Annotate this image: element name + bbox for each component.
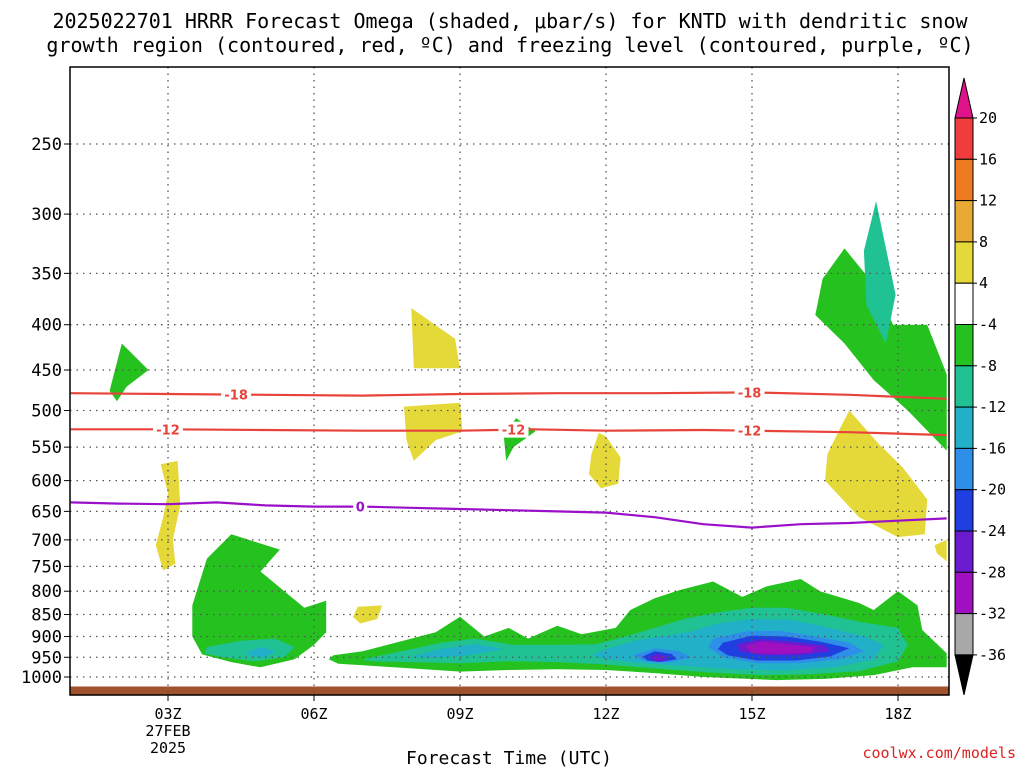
surface-ground (70, 686, 949, 695)
colorbar-label: 16 (979, 150, 997, 168)
y-tick-label: 600 (31, 472, 62, 492)
x-tick-label: 09Z (446, 705, 473, 723)
x-tick-label: 12Z (592, 705, 619, 723)
colorbar-label: 20 (979, 109, 997, 127)
credit-text: coolwx.com/models (862, 744, 1016, 762)
colorbar-label: -20 (979, 481, 1006, 499)
x-tick-label: 18Z (884, 705, 911, 723)
colorbar-band (954, 489, 974, 532)
x-tick-label: 15Z (738, 705, 765, 723)
colorbar-label: 12 (979, 192, 997, 210)
grid-lines (70, 67, 949, 695)
omega-region (245, 647, 276, 658)
colorbar-label: -24 (979, 522, 1006, 540)
y-tick-label: 1000 (21, 668, 62, 688)
y-tick-label: 550 (31, 438, 62, 458)
title-line-1: 2025022701 HRRR Forecast Omega (shaded, … (52, 9, 968, 33)
colorbar-label: -8 (979, 357, 997, 375)
colorbar-label: -28 (979, 563, 1006, 581)
x-tick-label: 06Z (300, 705, 327, 723)
y-tick-label: 900 (31, 627, 62, 647)
y-tick-label: 700 (31, 531, 62, 551)
colorbar-band (954, 200, 974, 243)
omega-region (411, 644, 504, 659)
omega-region (204, 638, 295, 662)
y-tick-label: 450 (31, 361, 62, 381)
colorbar-band (954, 447, 974, 491)
omega-region (934, 539, 947, 562)
colorbar-band (954, 571, 974, 615)
y-tick-label: 650 (31, 502, 62, 522)
x-axis-label: Forecast Time (UTC) (406, 748, 612, 768)
colorbar-label: -12 (979, 398, 1006, 416)
colorbar-band (954, 530, 974, 573)
omega-shading (109, 201, 947, 681)
contour-label: -12 (156, 423, 180, 438)
y-tick-label: 400 (31, 316, 62, 336)
omega-region (825, 410, 928, 538)
contour-label-background (221, 386, 252, 403)
colorbar-band (954, 613, 974, 656)
colorbar-label: 8 (979, 233, 988, 251)
x-tick-sublabel: 27FEB (145, 722, 190, 740)
omega-region (192, 534, 327, 668)
y-tick-label: 300 (31, 205, 62, 225)
colorbar-band (954, 117, 974, 160)
contour-line (70, 428, 947, 437)
colorbar-top-arrow (954, 77, 974, 119)
contour-label: -12 (738, 425, 762, 440)
colorbar-label: 4 (979, 274, 988, 292)
plot-area: -18 -18 -12 -12 -12 0 (69, 66, 950, 696)
omega-region (352, 605, 383, 624)
x-tick-sublabel: 2025 (150, 739, 186, 757)
colorbar-band (954, 324, 974, 367)
colorbar-band (954, 282, 974, 326)
colorbar-label: -36 (979, 646, 1006, 664)
y-tick-label: 800 (31, 582, 62, 602)
colorbar-band (954, 241, 974, 284)
y-tick-label: 950 (31, 648, 62, 668)
colorbar-label: -16 (979, 439, 1006, 457)
contour-label: -18 (738, 386, 762, 401)
temperature-contours: -18 -18 -12 -12 -12 0 (70, 384, 947, 529)
contour-line (70, 391, 947, 400)
y-tick-label: 500 (31, 402, 62, 422)
colorbar-label: -32 (979, 605, 1006, 623)
omega-region (863, 201, 896, 344)
contour-label-background (734, 384, 765, 401)
title-line-2: growth region (contoured, red, ºC) and f… (46, 33, 973, 57)
contour-label-background (153, 421, 183, 438)
contour-line (70, 501, 947, 529)
plot-frame (69, 66, 950, 696)
x-tick-label: 03Z (154, 705, 181, 723)
omega-region (649, 654, 667, 662)
colorbar-band (954, 158, 974, 202)
contour-label-background (734, 422, 765, 439)
colorbar-band (954, 365, 974, 408)
contour-label-background (498, 421, 529, 438)
colorbar-label: -4 (979, 316, 997, 334)
y-axis-ticks: 2503003504004505005506006507007508008509… (21, 135, 70, 688)
colorbar-band (954, 406, 974, 449)
contour-label: 0 (356, 501, 365, 516)
y-tick-label: 750 (31, 557, 62, 577)
y-tick-label: 250 (31, 135, 62, 155)
y-tick-label: 350 (31, 264, 62, 284)
omega-region (109, 343, 149, 402)
surface-band (70, 686, 949, 695)
contour-label-background (353, 498, 368, 515)
omega-region (744, 641, 816, 654)
colorbar: 20 16 12 8 4 -4 -8 -12 -16 -20 -24 -28 -32 -36 (954, 77, 1006, 696)
y-tick-label: 850 (31, 606, 62, 626)
contour-label: -12 (502, 424, 526, 439)
omega-region (411, 308, 460, 369)
colorbar-bottom-arrow (954, 654, 974, 696)
contour-label: -18 (224, 389, 248, 404)
omega-region (815, 248, 947, 451)
